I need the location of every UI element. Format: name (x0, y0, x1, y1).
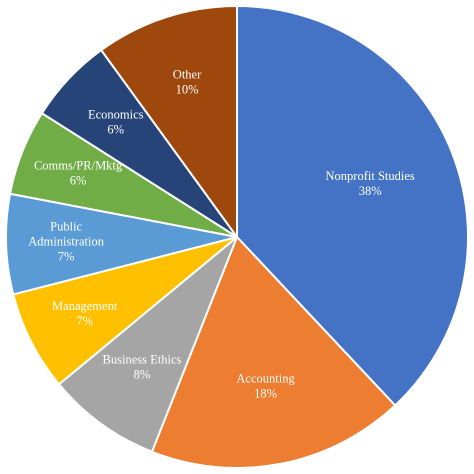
data-label-business-ethics: Business Ethics 8% (103, 352, 182, 381)
pie-slice-other (100, 5, 238, 238)
data-label-other: Other 10% (173, 68, 202, 97)
data-label-public-administration: Public Administration 7% (28, 219, 104, 263)
pie-slice-management (12, 236, 238, 386)
pie-labels: Nonprofit Studies 38% Accounting 18% Busines… (28, 68, 415, 401)
pie-slice-nonprofit-studies (236, 5, 469, 407)
data-label-comms-pr-mktg: Comms/PR/Mktg 6% (34, 158, 123, 187)
data-label-economics: Economics 6% (88, 108, 144, 137)
data-label-accounting: Accounting 18% (236, 371, 295, 400)
data-label-nonprofit-studies: Nonprofit Studies 38% (326, 169, 415, 198)
pie-slice-accounting (150, 236, 397, 469)
pie-slices (5, 5, 469, 469)
pie-slice-public-administration (5, 192, 238, 296)
data-label-management: Management 7% (52, 299, 118, 328)
pie-slice-business-ethics (58, 236, 238, 453)
